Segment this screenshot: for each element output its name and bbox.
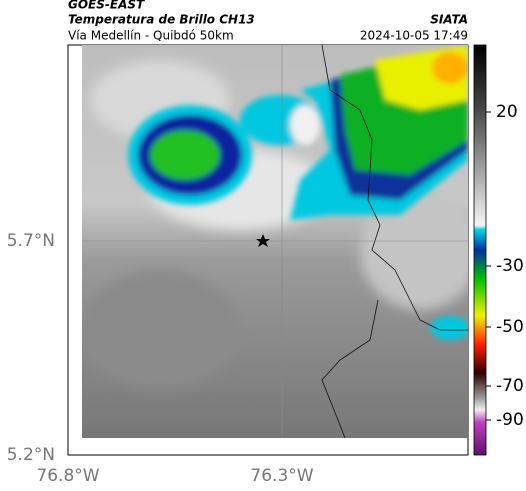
colorbar-tick-label: -90: [496, 410, 524, 430]
colorbar-tick-label: -50: [496, 317, 524, 337]
timestamp: 2024-10-05 17:49: [360, 29, 468, 43]
lon-label: 76.3°W: [250, 466, 313, 486]
lon-label: 76.8°W: [36, 466, 99, 486]
source: GOES-EAST: [68, 0, 145, 12]
lat-label: 5.7°N: [7, 231, 55, 251]
colorbar: [473, 44, 487, 456]
colorbar-tick-label: 20: [496, 102, 518, 122]
org: SIATA: [430, 13, 468, 27]
satellite-image: [82, 45, 468, 438]
colorbar-tick-label: -30: [496, 256, 524, 276]
title: Temperatura de Brillo CH13: [68, 13, 255, 27]
colorbar-ticks: 20 -30 -50 -70 -90: [486, 102, 524, 430]
colorbar-tick-label: -70: [496, 376, 524, 396]
lat-label: 5.2°N: [7, 445, 55, 465]
subtitle: Vía Medellín - Quibdó 50km: [68, 29, 234, 43]
